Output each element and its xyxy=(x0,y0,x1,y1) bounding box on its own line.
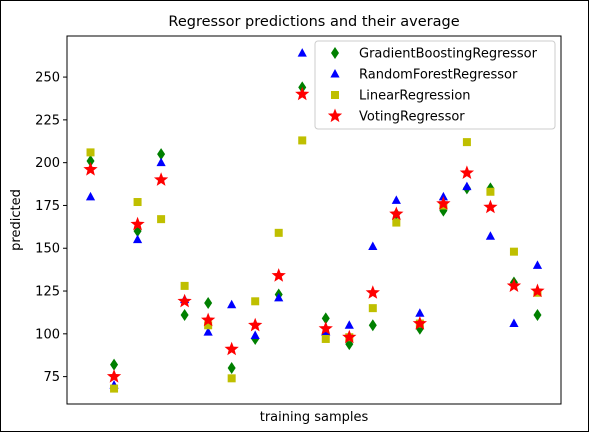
y-tick-label: 125 xyxy=(35,285,60,300)
data-point-triangle xyxy=(85,191,96,201)
data-point-square xyxy=(321,334,330,343)
y-tick-label: 200 xyxy=(35,156,60,171)
data-point-star xyxy=(389,206,404,221)
data-point-triangle xyxy=(227,299,237,309)
data-point-star xyxy=(342,329,357,344)
data-point-triangle xyxy=(203,327,213,336)
data-point-square xyxy=(86,148,95,157)
data-point-star xyxy=(248,317,263,332)
data-point-star xyxy=(130,216,145,231)
legend-marker-square xyxy=(331,91,339,99)
y-tick-label: 250 xyxy=(35,71,60,86)
y-tick-label: 175 xyxy=(35,199,60,214)
data-point-square xyxy=(368,304,377,313)
x-axis-label: training samples xyxy=(260,410,369,425)
data-point-square xyxy=(157,215,166,224)
y-tick-label: 150 xyxy=(35,242,60,257)
data-point-triangle xyxy=(391,195,401,204)
data-point-square xyxy=(298,136,307,145)
data-point-triangle xyxy=(509,318,519,328)
legend-label: GradientBoostingRegressor xyxy=(359,47,538,62)
legend-marker-star xyxy=(327,108,343,123)
data-point-diamond xyxy=(227,362,236,375)
data-point-triangle xyxy=(368,241,378,251)
data-point-diamond xyxy=(180,308,189,321)
data-point-triangle xyxy=(297,48,307,57)
data-point-square xyxy=(227,374,236,383)
data-point-star xyxy=(365,285,380,299)
plot-area-border xyxy=(66,35,562,405)
data-point-square xyxy=(204,321,213,330)
legend-box xyxy=(314,40,556,130)
data-point-triangle xyxy=(156,157,166,167)
data-point-square xyxy=(509,247,518,256)
data-point-star xyxy=(106,369,122,383)
y-tick-label: 225 xyxy=(35,113,60,128)
data-points xyxy=(83,48,545,393)
data-point-square xyxy=(392,218,401,227)
data-point-star xyxy=(412,316,427,330)
data-point-star xyxy=(153,172,169,186)
data-point-square xyxy=(251,297,260,306)
data-point-star xyxy=(83,162,98,176)
series-star xyxy=(83,86,545,383)
y-tick-label: 75 xyxy=(43,370,60,385)
data-point-square xyxy=(180,281,189,290)
data-point-triangle xyxy=(532,260,543,269)
data-point-diamond xyxy=(86,154,95,167)
y-axis-ticks: 75 100 125 150 175 200 225 250 xyxy=(35,71,67,385)
data-point-star xyxy=(201,312,216,327)
legend-label: VotingRegressor xyxy=(359,110,465,125)
data-point-diamond xyxy=(157,148,166,161)
data-point-square xyxy=(486,187,495,196)
data-point-diamond xyxy=(533,308,542,321)
data-point-star xyxy=(483,199,498,214)
data-point-triangle xyxy=(132,234,143,244)
data-point-star xyxy=(459,165,475,179)
data-point-square xyxy=(110,384,119,393)
chart-title: Regressor predictions and their average xyxy=(168,14,459,30)
data-point-diamond xyxy=(110,358,119,371)
data-point-star xyxy=(506,278,522,292)
data-point-star xyxy=(271,268,286,282)
data-point-triangle xyxy=(344,320,354,329)
legend-label: LinearRegression xyxy=(359,89,471,104)
data-point-square xyxy=(462,138,471,147)
data-point-star xyxy=(295,86,310,101)
data-point-triangle xyxy=(274,292,284,302)
data-point-diamond xyxy=(321,312,330,325)
y-tick-label: 100 xyxy=(35,327,60,342)
data-point-star xyxy=(436,196,451,210)
y-axis-label: predicted xyxy=(9,189,24,251)
data-point-star xyxy=(530,283,545,298)
legend-label: RandomForestRegressor xyxy=(359,68,518,83)
legend-marker-diamond xyxy=(331,47,339,59)
data-point-square xyxy=(274,228,283,237)
data-point-square xyxy=(133,198,142,207)
data-point-triangle xyxy=(485,231,496,240)
data-point-triangle xyxy=(462,181,472,191)
legend: GradientBoostingRegressor RandomForestReg… xyxy=(314,40,556,130)
data-point-diamond xyxy=(204,297,213,310)
data-point-triangle xyxy=(250,330,260,340)
data-point-triangle xyxy=(438,191,448,201)
data-point-diamond xyxy=(368,319,377,332)
series-square xyxy=(86,136,542,393)
data-point-star xyxy=(177,293,192,308)
data-point-triangle xyxy=(415,308,425,317)
data-point-star xyxy=(224,341,239,356)
legend-marker-triangle xyxy=(330,69,340,78)
data-point-star xyxy=(318,321,333,335)
